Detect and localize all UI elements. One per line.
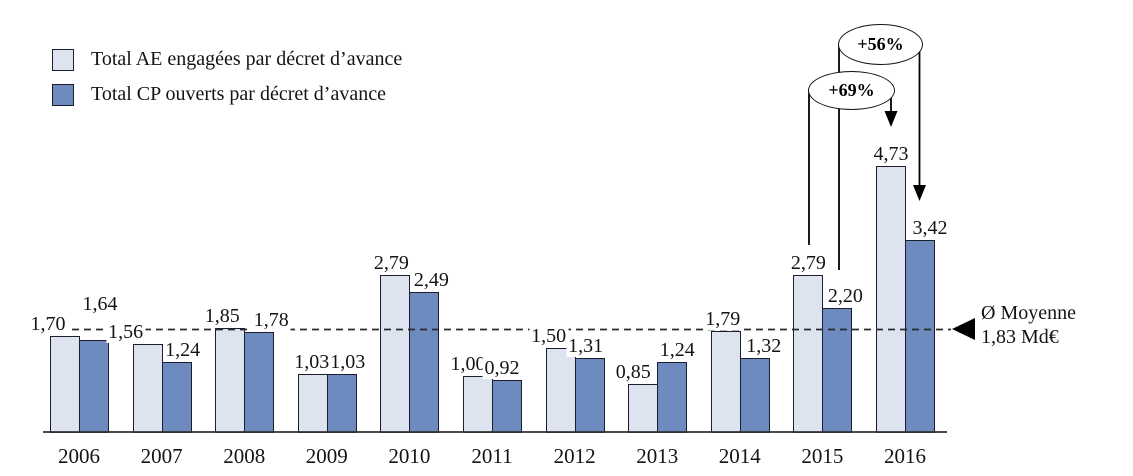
x-tick-2016: 2016: [884, 444, 926, 468]
bar-cp-2008: [244, 331, 275, 433]
x-tick-2007: 2007: [140, 444, 183, 468]
bar-cp-2007: [161, 362, 192, 433]
x-tick-2006: 2006: [58, 444, 100, 468]
value-label-ae-2014: 1,79: [703, 308, 743, 331]
x-tick-2008: 2008: [223, 444, 266, 468]
annotation-56-label: +56%: [857, 34, 904, 54]
value-label-ae-2011: 1,00: [448, 352, 488, 375]
annotation-69-ellipse: +69%: [808, 71, 895, 110]
legend-swatch-ae-icon: [52, 48, 74, 71]
legend-label-cp: Total CP ouverts par décret d’avance: [91, 83, 386, 105]
value-label-cp-2007: 1,24: [163, 339, 203, 362]
value-label-cp-2010: 2,49: [411, 268, 451, 291]
value-label-cp-2011: 0,92: [482, 357, 522, 380]
value-label-ae-2016: 4,73: [871, 142, 911, 165]
value-label-cp-2016: 3,42: [910, 216, 950, 239]
value-label-ae-2008: 1,85: [202, 304, 242, 327]
bar-cp-2013: [657, 362, 688, 433]
value-label-cp-2014: 1,32: [744, 334, 784, 357]
x-tick-2011: 2011: [471, 444, 513, 468]
bar-cp-2011: [492, 380, 522, 433]
value-label-ae-2009: 1,03: [292, 351, 332, 374]
value-label-ae-2006: 1,70: [28, 313, 68, 336]
legend-item-ae: Total AE engagées par décret d’avance: [52, 48, 402, 71]
legend-label-ae: Total AE engagées par décret d’avance: [91, 48, 403, 70]
value-label-cp-2015: 2,20: [825, 285, 865, 308]
x-tick-2015: 2015: [801, 444, 844, 468]
bar-cp-2009: [326, 374, 357, 433]
x-tick-2009: 2009: [305, 444, 348, 468]
bar-ae-2006: [50, 336, 80, 433]
bar-ae-2016: [876, 165, 906, 433]
annotation-69-label: +69%: [828, 80, 875, 100]
bar-ae-2008: [215, 327, 246, 433]
value-label-ae-2007: 1,56: [106, 321, 146, 344]
legend-swatch-cp-icon: [52, 83, 74, 106]
bar-ae-2014: [710, 331, 741, 433]
average-label-line1: Ø Moyenne: [981, 302, 1076, 324]
value-label-ae-2013: 0,85: [613, 361, 653, 384]
value-label-cp-2013: 1,24: [657, 339, 697, 362]
bar-cp-2014: [739, 357, 770, 433]
bar-cp-2010: [409, 291, 440, 433]
bar-ae-2015: [793, 274, 824, 433]
value-label-cp-2009: 1,03: [328, 351, 368, 374]
x-tick-2013: 2013: [636, 444, 679, 468]
value-label-ae-2010: 2,79: [371, 251, 411, 274]
bar-cp-2006: [79, 339, 109, 433]
x-tick-2012: 2012: [553, 444, 596, 468]
value-label-ae-2015: 2,79: [788, 251, 828, 274]
average-label-line2: 1,83 Md€: [981, 326, 1059, 348]
value-label-cp-2012: 1,31: [566, 335, 606, 358]
value-label-cp-2006: 1,64: [80, 292, 120, 315]
legend-item-cp: Total CP ouverts par décret d’avance: [52, 83, 386, 106]
bar-ae-2010: [380, 274, 411, 433]
x-tick-2014: 2014: [718, 444, 761, 468]
x-tick-2010: 2010: [388, 444, 431, 468]
annotation-56-ellipse: +56%: [838, 24, 923, 65]
value-label-ae-2012: 1,50: [529, 324, 569, 347]
average-label: Ø Moyenne 1,83 Md€: [981, 301, 1076, 349]
value-label-cp-2008: 1,78: [251, 308, 291, 331]
